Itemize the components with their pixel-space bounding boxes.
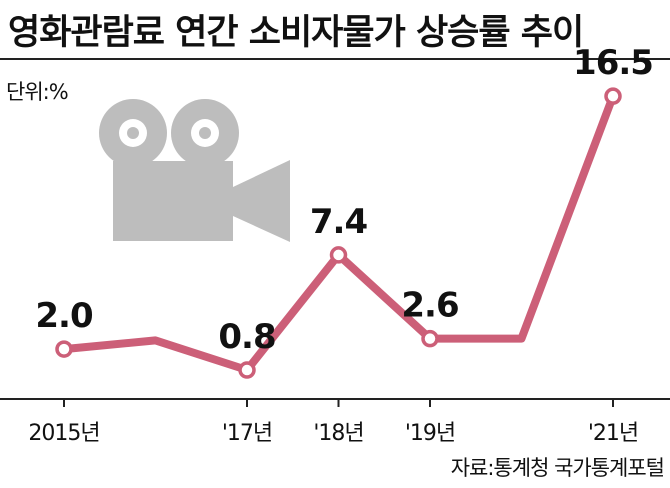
- x-ticks: [63, 399, 614, 407]
- source-note: 자료:통계청 국가통계포털: [450, 456, 665, 480]
- marker-2015: [55, 340, 73, 358]
- data-label-2019: 2.6: [401, 286, 458, 326]
- marker-2021: [604, 87, 622, 105]
- chart-title: 영화관람료 연간 소비자물가 상승률 추이: [8, 13, 584, 53]
- data-labels: 2.0 0.8 7.4 2.6 16.5: [35, 43, 654, 357]
- x-tick-label-2021: '21년: [588, 421, 638, 446]
- title-divider: [0, 58, 670, 60]
- x-tick-label-2017: '17년: [222, 421, 272, 446]
- marker-2019: [421, 329, 439, 348]
- x-tick-label-2015: 2015년: [28, 421, 99, 446]
- unit-label: 단위:%: [6, 80, 69, 104]
- movie-camera-icon: [99, 99, 290, 242]
- data-label-2017: 0.8: [218, 317, 275, 357]
- marker-2018: [329, 246, 348, 264]
- data-label-2018: 7.4: [310, 202, 368, 242]
- data-label-2015: 2.0: [35, 296, 93, 336]
- data-markers: [55, 87, 622, 379]
- x-tick-label-2018: '18년: [313, 421, 363, 446]
- data-label-2021: 16.5: [573, 43, 653, 83]
- marker-2017: [238, 361, 256, 379]
- x-tick-label-2019: '19년: [405, 421, 455, 446]
- x-tick-labels: 2015년 '17년 '18년 '19년 '21년: [28, 421, 639, 446]
